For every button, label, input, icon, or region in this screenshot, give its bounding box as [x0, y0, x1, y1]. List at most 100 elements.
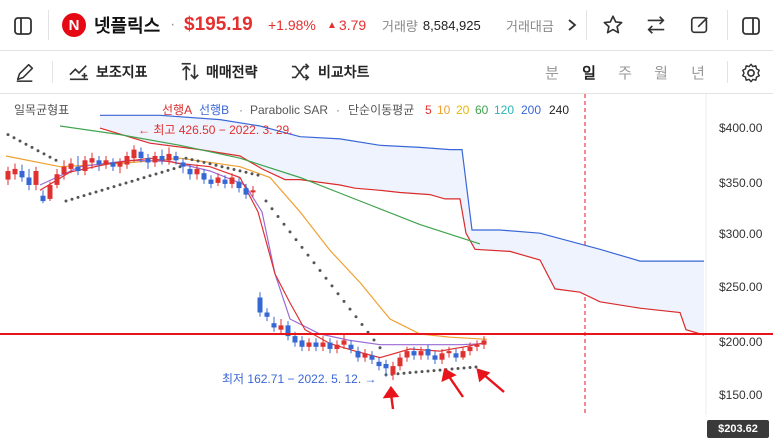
period-year[interactable]: 년	[691, 64, 705, 82]
candle-body	[439, 353, 445, 360]
candle-body	[236, 181, 242, 189]
indicator-title[interactable]: 일목균형표	[14, 103, 69, 117]
candlestick-chart[interactable]: $400.00 $350.00 $300.00 $250.00 $200.00 …	[0, 94, 773, 415]
period-week[interactable]: 주	[618, 64, 632, 82]
candle-body	[355, 351, 361, 358]
sar-dot	[112, 185, 116, 189]
sar-dot	[64, 199, 68, 203]
candle-body	[5, 171, 11, 180]
sar-dot	[54, 158, 58, 162]
legend-ma-label: 단순이동평균	[348, 103, 414, 117]
senkou-span-b-line	[100, 114, 704, 262]
candle-body	[12, 168, 18, 175]
candle-body	[453, 353, 459, 358]
sar-dot	[336, 292, 340, 296]
annotation-arrows	[382, 368, 505, 410]
compare-chart-button[interactable]: 비교차트	[290, 51, 370, 93]
change-percent: +1.98%	[268, 17, 316, 33]
candle-body	[166, 153, 172, 161]
favorite-button[interactable]	[600, 12, 626, 38]
candle-body	[96, 160, 102, 165]
sar-dot	[276, 215, 280, 218]
candle-body	[334, 344, 340, 349]
candle-body	[383, 364, 389, 369]
trading-strategy-label: 매매전략	[206, 64, 258, 80]
drawing-tool-button[interactable]	[14, 51, 42, 93]
stock-chart[interactable]: $400.00 $350.00 $300.00 $250.00 $200.00 …	[0, 94, 773, 438]
candle-body	[124, 156, 130, 165]
candle-body	[82, 160, 88, 171]
sar-dot	[88, 192, 92, 196]
candle-body	[481, 340, 487, 345]
change-absolute: 3.79	[338, 17, 367, 33]
candle-body	[243, 188, 249, 195]
candle-body	[460, 351, 466, 358]
legend-senkou-a: 선행A	[162, 102, 192, 117]
candle-body	[201, 173, 207, 180]
sidebar-toggle-left[interactable]	[10, 13, 36, 39]
toolbar-divider	[0, 93, 773, 94]
sar-dot	[396, 372, 400, 376]
period-month[interactable]: 월	[654, 64, 668, 82]
sidebar-toggle-right[interactable]	[738, 13, 764, 39]
sar-dot	[184, 156, 188, 160]
legend-senkou-b: 선행B	[199, 102, 229, 117]
candle-body	[348, 344, 354, 349]
candle-body	[138, 151, 144, 159]
candle-body	[222, 179, 228, 184]
sar-dot	[202, 160, 206, 164]
sar-dot	[408, 371, 412, 375]
period-day[interactable]: 일	[582, 64, 596, 82]
volume-label: 거래량	[382, 18, 418, 34]
price-tick-200: $200.00	[719, 335, 763, 349]
candle-body	[292, 336, 298, 343]
trading-strategy-button[interactable]: 매매전략	[178, 51, 258, 93]
legend-ma-120: 120	[494, 103, 514, 117]
auxiliary-indicator-label: 보조지표	[96, 64, 148, 80]
sar-dot	[142, 176, 146, 180]
star-icon	[603, 15, 623, 34]
candle-body	[306, 342, 312, 347]
sar-dot	[12, 136, 16, 140]
sar-dot	[220, 165, 224, 169]
candle-body	[313, 342, 319, 347]
swap-button[interactable]	[643, 12, 669, 38]
sar-dot	[106, 186, 110, 190]
sar-dot	[378, 346, 382, 350]
sar-dot	[270, 207, 274, 211]
sar-dot	[420, 370, 424, 374]
candle-body	[362, 353, 368, 358]
sar-dot	[288, 230, 292, 234]
header-scroll-button[interactable]	[563, 13, 581, 37]
candle-body	[131, 149, 137, 159]
current-price-tag: $203.62	[707, 420, 769, 438]
candle-body	[341, 340, 347, 345]
swap-icon	[647, 16, 665, 34]
header-bar: N 넷플릭스 · $195.19 +1.98% ▲ 3.79 거래량 8,584…	[0, 0, 773, 50]
arrow-3	[482, 373, 505, 393]
sar-dot	[100, 188, 104, 192]
candle-body	[159, 156, 165, 161]
period-minute[interactable]: 분	[545, 64, 559, 82]
indicator-icon	[69, 65, 89, 81]
legend-ma-20: 20	[456, 103, 470, 117]
sar-dot	[130, 179, 134, 183]
sar-dot	[30, 145, 34, 149]
candle-body	[180, 162, 186, 167]
edit-button[interactable]	[687, 12, 713, 38]
legend-ma-200: 200	[521, 103, 541, 117]
arrow-2	[447, 374, 464, 398]
legend-dot-1: ·	[239, 103, 243, 117]
sidebar-left-icon	[14, 17, 32, 35]
sar-dot	[166, 168, 170, 172]
candle-body	[187, 168, 193, 175]
candlesticks	[5, 145, 487, 381]
title-separator: ·	[170, 16, 176, 33]
auxiliary-indicator-button[interactable]: 보조지표	[68, 51, 148, 93]
stock-name[interactable]: 넷플릭스	[94, 16, 161, 36]
sar-dot	[124, 181, 128, 185]
sar-dot	[468, 366, 472, 369]
netflix-logo-mark: N	[68, 16, 80, 34]
chart-settings-button[interactable]	[738, 60, 764, 86]
candle-body	[26, 177, 32, 185]
